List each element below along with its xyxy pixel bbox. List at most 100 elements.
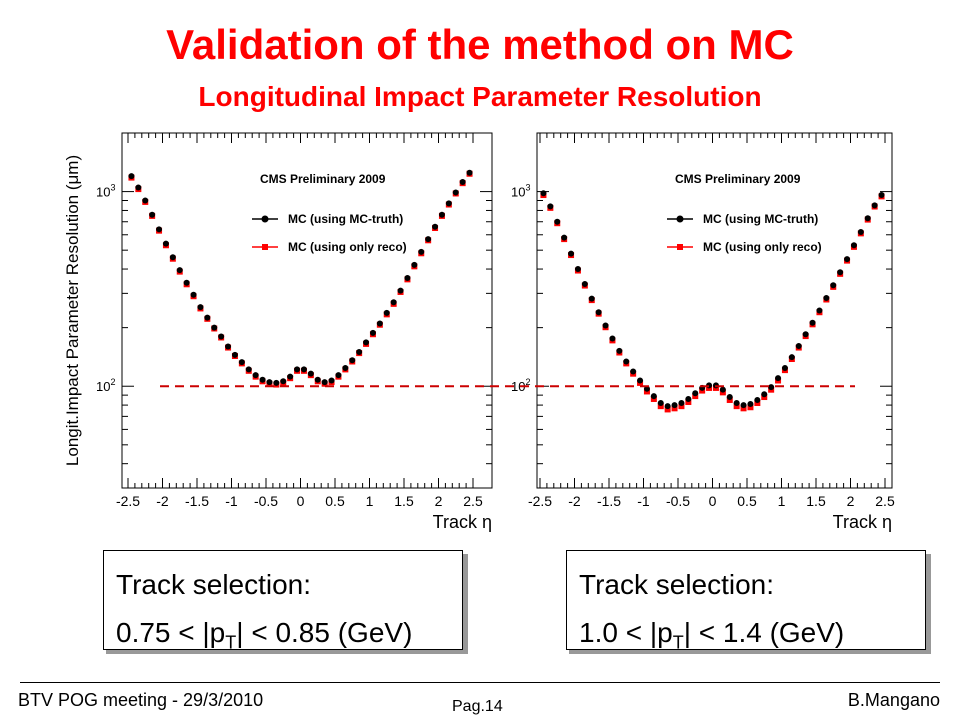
data-point-truth-1-0 [540,190,547,197]
footer-divider [20,682,940,683]
selection-box-right-range-start: 1.0 < |p [579,617,673,648]
x-tick-label-1-6: 0.5 [737,493,757,509]
data-point-truth-0-30 [335,372,342,379]
data-point-truth-1-4 [568,250,575,257]
data-point-truth-0-46 [445,200,452,207]
data-point-truth-1-38 [802,331,809,338]
plot-frame-0 [121,132,493,489]
legend-label-0-1: MC (using only reco) [288,240,407,254]
data-point-truth-0-8 [183,279,190,286]
data-point-truth-0-13 [218,333,225,340]
data-point-truth-1-10 [609,335,616,342]
data-point-truth-0-10 [197,304,204,311]
x-tick-label-1-5: 0 [709,493,717,509]
data-point-reco-1-19 [671,405,678,412]
data-point-truth-1-39 [809,319,816,326]
data-point-truth-0-0 [128,173,135,180]
data-point-truth-1-30 [747,401,754,408]
data-point-truth-0-5 [162,240,169,247]
selection-box-left-line1: Track selection: [116,569,312,600]
data-point-truth-1-33 [768,384,775,391]
data-point-reco-1-28 [733,403,740,410]
data-point-truth-0-42 [418,248,425,255]
data-point-truth-1-3 [561,234,568,241]
data-point-reco-1-20 [678,403,685,410]
y-tick-label-1-1: 102 [511,377,530,394]
x-tick-label-0-2: -1.5 [185,493,209,509]
data-point-truth-0-12 [211,324,218,331]
x-axis-label-0: Track η [433,512,492,532]
data-point-truth-0-17 [245,366,252,373]
data-point-truth-1-42 [830,282,837,289]
legend-label-1-0: MC (using MC-truth) [703,212,818,226]
x-axis-label-1: Track η [833,512,892,532]
data-point-truth-1-13 [630,368,637,375]
data-point-truth-0-28 [321,379,328,386]
data-point-truth-0-7 [176,267,183,274]
data-point-truth-1-20 [678,400,685,407]
data-point-truth-0-39 [397,287,404,294]
footer-page-number: Pag.14 [452,698,503,715]
x-tick-label-0-7: 1 [366,493,374,509]
data-point-truth-1-1 [547,203,554,210]
data-point-truth-0-45 [438,211,445,218]
x-tick-label-1-1: -2 [568,493,581,509]
x-tick-label-1-4: -0.5 [666,493,690,509]
data-point-truth-1-15 [643,385,650,392]
data-point-truth-1-2 [554,218,561,225]
data-point-truth-0-40 [404,274,411,281]
data-point-truth-0-29 [328,377,335,384]
data-point-truth-1-32 [761,391,768,398]
data-point-truth-0-18 [252,372,259,379]
data-point-truth-0-21 [273,379,280,386]
data-point-truth-0-23 [287,373,294,380]
data-point-truth-0-19 [259,376,266,383]
data-point-reco-1-31 [754,400,761,407]
data-point-truth-1-28 [733,400,740,407]
data-point-truth-0-44 [432,223,439,230]
legend-label-1-1: MC (using only reco) [703,240,822,254]
x-tick-label-0-5: 0 [297,493,305,509]
data-point-truth-1-22 [692,390,699,397]
footer-meeting: BTV POG meeting - 29/3/2010 [18,690,264,710]
x-tick-label-0-4: -0.5 [254,493,278,509]
data-point-truth-1-34 [775,375,782,382]
x-tick-label-1-3: -1 [637,493,650,509]
data-point-truth-0-32 [349,357,356,364]
x-tick-label-0-1: -2 [156,493,169,509]
selection-box-left: Track selection: 0.75 < |pT| < 0.85 (GeV… [103,550,463,653]
legend-marker-1-0 [676,215,684,223]
selection-box-left-range-start: 0.75 < |p [116,617,226,648]
data-point-truth-0-31 [342,365,349,372]
y-tick-label-0-1: 102 [96,377,115,394]
selection-box-right-range-end: | < 1.4 (GeV) [683,617,845,648]
selection-box-left-subscript: T [225,632,237,653]
data-point-truth-1-45 [850,242,857,249]
data-point-truth-0-24 [294,366,301,373]
data-point-truth-0-15 [231,351,238,358]
y-tick-label-1-0: 103 [511,183,530,200]
data-point-truth-1-5 [574,266,581,273]
data-point-truth-0-9 [190,291,197,298]
x-tick-label-1-0: -2.5 [528,493,552,509]
data-point-truth-0-38 [390,299,397,306]
legend-marker-0-1 [262,244,268,250]
data-point-truth-0-37 [383,309,390,316]
data-point-truth-0-20 [266,379,273,386]
data-point-reco-1-30 [747,404,754,411]
x-tick-label-0-3: -1 [225,493,238,509]
footer-author: B.Mangano [847,690,940,710]
data-point-truth-1-37 [795,342,802,349]
data-point-truth-0-4 [156,226,163,233]
x-tick-label-1-8: 1.5 [806,493,826,509]
data-point-truth-1-18 [664,403,671,410]
data-point-truth-0-1 [135,184,142,191]
data-point-truth-1-19 [671,402,678,409]
data-point-truth-1-49 [878,192,885,199]
data-point-truth-0-3 [149,211,156,218]
data-point-truth-1-14 [637,377,644,384]
selection-box-left-line2: 0.75 < |pT| < 0.85 (GeV) [116,609,462,667]
data-point-truth-1-27 [726,394,733,401]
x-tick-label-1-2: -1.5 [597,493,621,509]
slide-subtitle: Longitudinal Impact Parameter Resolution [198,81,762,112]
